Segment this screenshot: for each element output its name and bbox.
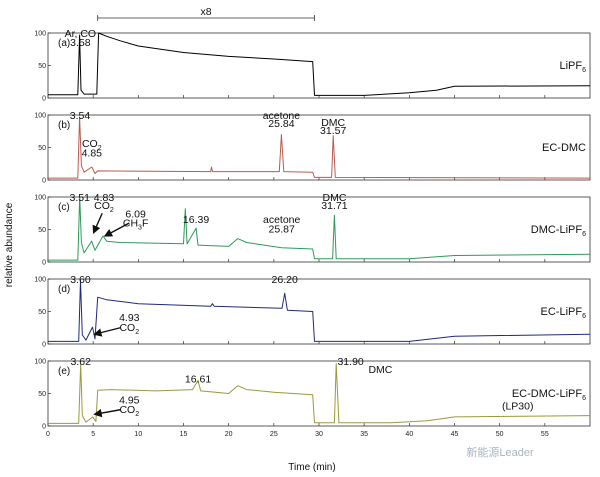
panel-label: (c) [58, 202, 70, 213]
panel-0: 0 50 100 (a) LiPF6 Ar, CO3.58 [34, 28, 591, 103]
annotation-arrow [93, 408, 121, 418]
series-name-label: EC-DMC-LiPF6 [512, 388, 586, 402]
panel-label: (a) [58, 38, 70, 49]
peak-annotation: 4.93 [119, 312, 140, 324]
series-line-0 [48, 32, 591, 96]
peak-annotation: CO2 [119, 322, 139, 336]
peak-annotation: 16.61 [185, 374, 211, 386]
panel-frame [47, 32, 591, 99]
y-tick-label: 0 [42, 260, 46, 267]
peak-annotation: 6.09 [125, 208, 146, 220]
peak-annotation: 3.58 [70, 37, 91, 49]
y-tick-label: 0 [42, 178, 46, 185]
peak-annotation: Ar, CO [65, 28, 97, 40]
y-tick-label: 100 [34, 359, 46, 366]
x-tick-label: 35 [360, 431, 368, 438]
peak-annotation: 26.20 [272, 274, 298, 286]
watermark-text: 新能源Leader [466, 445, 534, 459]
series-name-label: EC-DMC [542, 142, 586, 154]
series-name-label: LiPF6 [559, 60, 586, 74]
y-tick-label: 50 [38, 227, 46, 234]
scale-annotation: x8 [201, 6, 212, 18]
x-tick-label: 50 [496, 431, 504, 438]
peak-annotation: 3.51 [69, 192, 90, 204]
panel-label: (b) [58, 120, 70, 131]
x-tick-label: 55 [541, 431, 549, 438]
x-tick-label: 40 [405, 431, 413, 438]
peak-annotation: DMC [368, 364, 392, 376]
x-tick-label: 5 [91, 431, 95, 438]
peak-annotation: acetone [263, 110, 301, 122]
panel-label: (d) [58, 284, 70, 295]
peak-annotation: 16.39 [183, 214, 209, 226]
panel-frame [47, 114, 591, 181]
peak-annotation: (LP30) [502, 400, 534, 412]
peak-annotation: acetone [263, 214, 301, 226]
peak-annotation: CO2 [82, 138, 102, 152]
y-axis-label: relative abundance [4, 202, 15, 287]
peak-annotation: 3.62 [70, 356, 91, 368]
peak-annotation: 4.83 [94, 192, 115, 204]
peak-annotation: CO2 [94, 200, 114, 214]
series-line-4 [48, 363, 591, 424]
panels-layer: 0 50 100 (a) LiPF6 Ar, CO3.58 0 50 100 (b) EC-DMC 3… [34, 28, 591, 431]
x-tick-label: 20 [225, 431, 233, 438]
y-tick-label: 100 [34, 277, 46, 284]
x-tick-label: 15 [180, 431, 188, 438]
annotation-arrow [103, 222, 130, 237]
peak-annotation: CO2 [119, 404, 139, 418]
peak-annotation: CH3F [123, 218, 149, 232]
x-tick-label: 10 [134, 431, 142, 438]
y-tick-label: 50 [38, 145, 46, 152]
y-tick-label: 100 [34, 195, 46, 202]
series-line-3 [48, 279, 591, 342]
peak-annotation: 31.90 [337, 356, 363, 368]
panel-label: (e) [58, 366, 70, 377]
annotation-arrow [93, 327, 121, 337]
y-tick-label: 0 [42, 96, 46, 103]
peak-annotation: 31.57 [320, 125, 346, 137]
series-name-label: EC-LiPF6 [541, 306, 587, 320]
x-tick-label: 0 [46, 431, 50, 438]
x-tick-label: 25 [270, 431, 278, 438]
y-tick-label: 50 [38, 63, 46, 70]
peak-annotation: 3.54 [70, 110, 91, 122]
y-tick-label: 50 [38, 391, 46, 398]
x-tick-label: 45 [451, 431, 459, 438]
axes-layer: 0 5 10 15 20 25 30 35 40 45 50 55 [46, 431, 549, 438]
peak-annotation: 4.95 [119, 395, 140, 407]
y-tick-label: 100 [34, 31, 46, 38]
peak-annotation: 3.60 [70, 274, 91, 286]
peak-annotation: 25.84 [268, 118, 294, 130]
x-tick-label: 30 [315, 431, 323, 438]
peak-annotation: DMC [322, 192, 346, 204]
peak-annotation: 4.85 [82, 147, 103, 159]
peak-annotation: DMC [321, 117, 345, 129]
y-tick-label: 0 [42, 424, 46, 431]
annotation-arrow [92, 212, 103, 235]
x-axis-label: Time (min) [288, 462, 335, 473]
y-tick-label: 0 [42, 342, 46, 349]
y-tick-label: 50 [38, 309, 46, 316]
overlay-layer: x8 [92, 6, 315, 418]
series-line-1 [48, 116, 591, 179]
series-line-2 [48, 196, 591, 261]
peak-annotation: 25.87 [269, 224, 295, 236]
series-name-label: DMC-LiPF6 [531, 224, 586, 238]
peak-annotation: 31.71 [321, 200, 347, 212]
y-tick-label: 100 [34, 113, 46, 120]
